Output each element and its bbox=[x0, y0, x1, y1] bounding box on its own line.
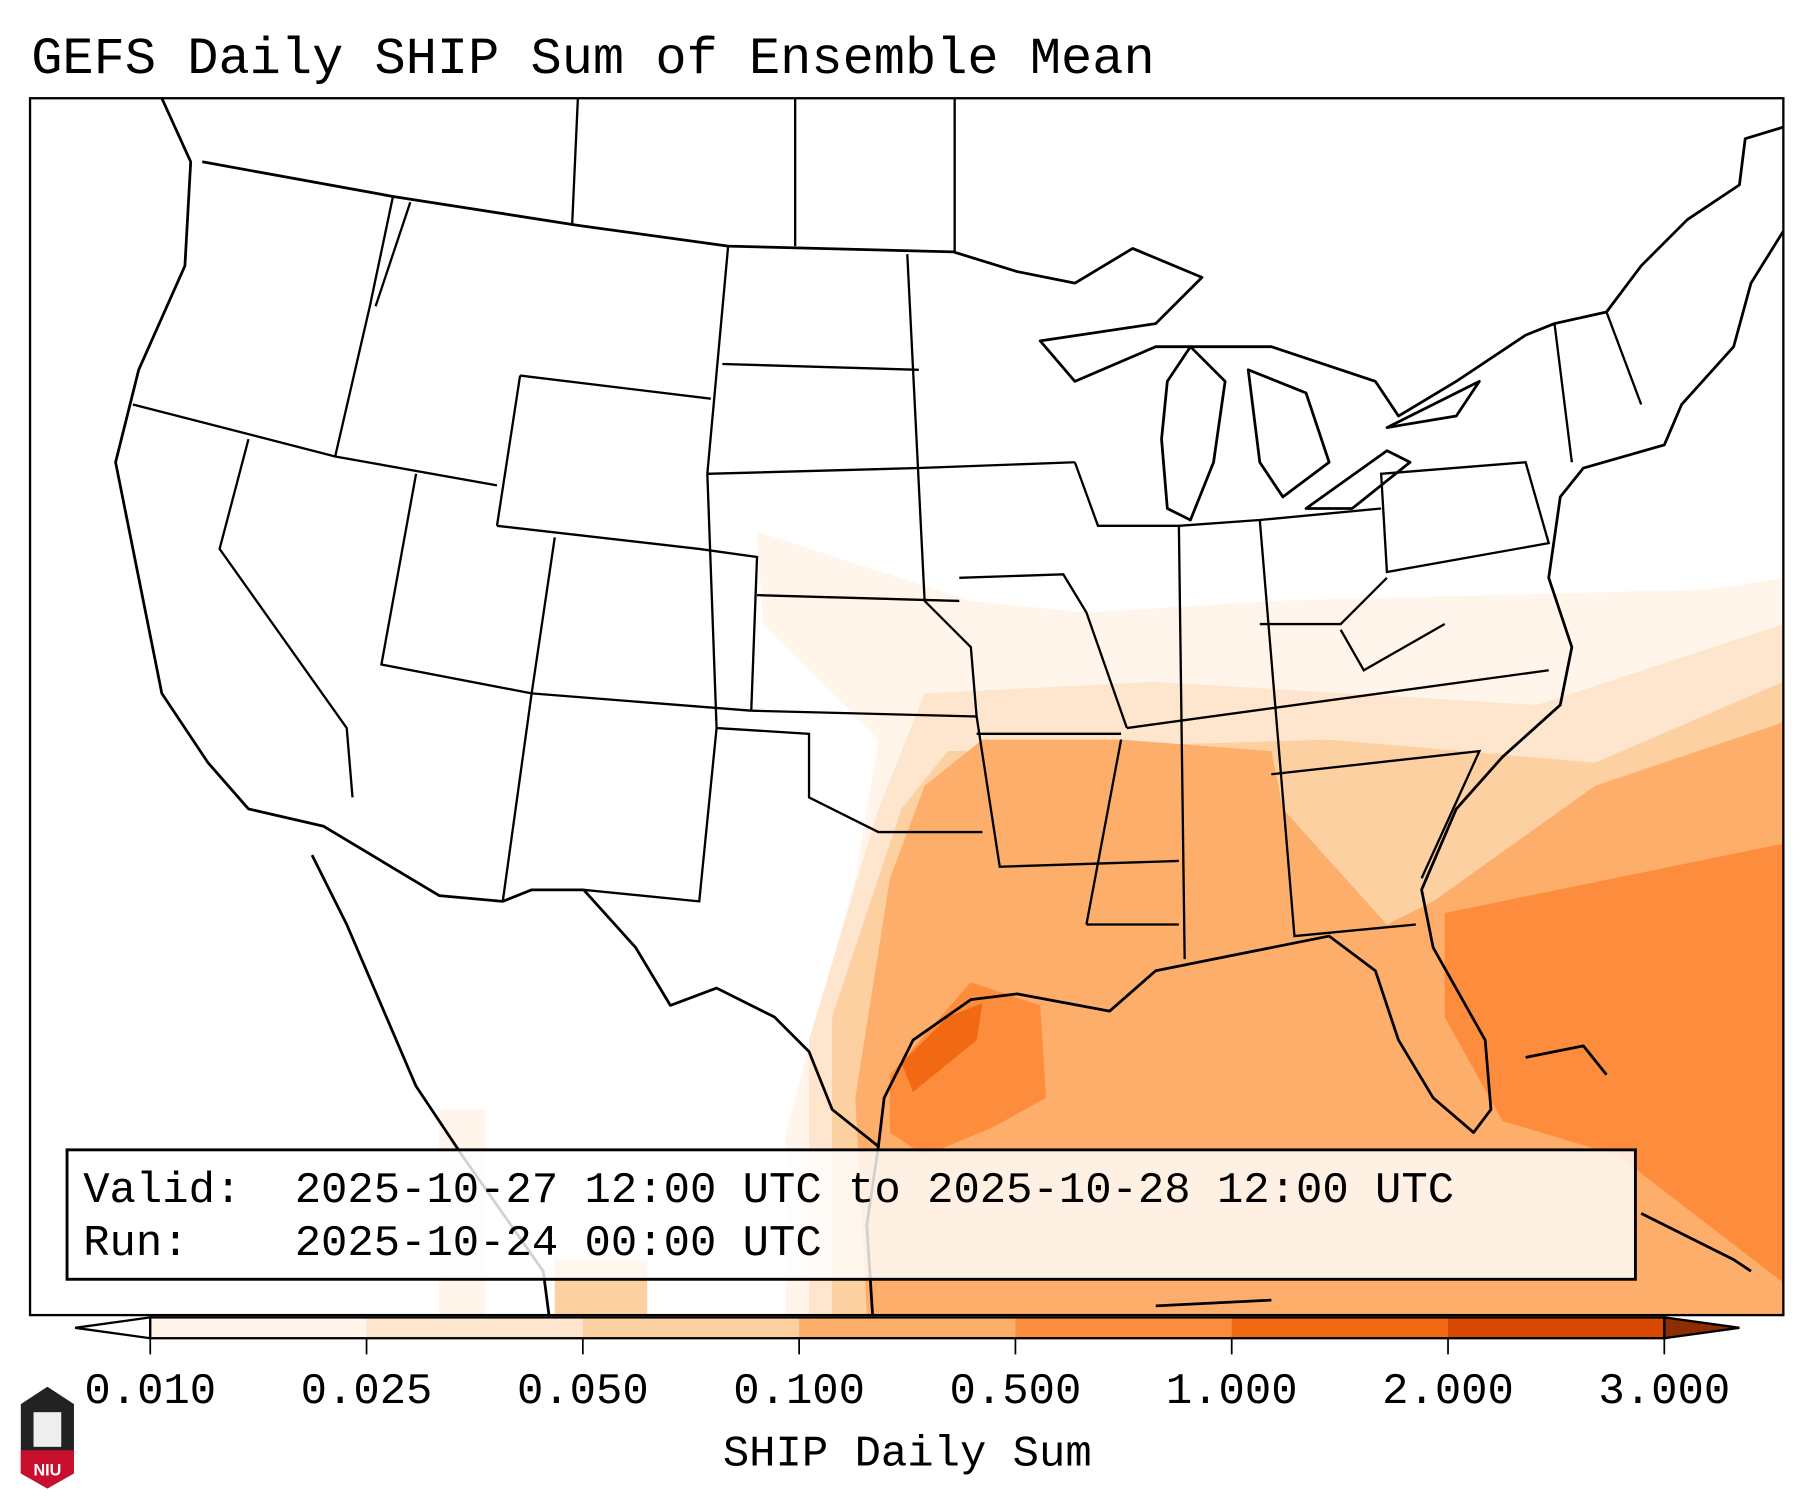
great-lakes bbox=[1160, 345, 1481, 522]
map-panel bbox=[28, 97, 1785, 1317]
valid-value: 2025-10-27 12:00 UTC to 2025-10-28 12:00… bbox=[295, 1166, 1454, 1216]
colorbar-tick-label: 3.000 bbox=[1598, 1367, 1730, 1417]
colorbar-segment bbox=[1448, 1317, 1665, 1339]
canada-border bbox=[202, 125, 1784, 418]
valid-label: Valid: bbox=[83, 1166, 241, 1216]
colorbar-segment bbox=[1231, 1317, 1449, 1339]
niu-logo-text: NIU bbox=[33, 1462, 61, 1480]
colorbar-tick-label: 2.000 bbox=[1382, 1367, 1514, 1417]
coastline-and-borders bbox=[114, 98, 1784, 1148]
colorbar-segment bbox=[366, 1317, 584, 1339]
shade-atlantic-offshore bbox=[1444, 843, 1784, 1283]
colorbar-tick-label: 0.050 bbox=[517, 1367, 649, 1417]
colorbar-tick-label: 0.010 bbox=[84, 1367, 216, 1417]
info-box: Valid: 2025-10-27 12:00 UTC to 2025-10-2… bbox=[65, 1148, 1637, 1281]
colorbar-segment bbox=[582, 1317, 800, 1339]
niu-logo: NIU bbox=[20, 1386, 74, 1489]
colorbar-label: SHIP Daily Sum bbox=[723, 1429, 1092, 1479]
state-lines bbox=[132, 98, 1643, 960]
colorbar-frame bbox=[149, 1316, 1666, 1340]
shade-upper-texas-coast bbox=[901, 1003, 983, 1093]
colorbar-tick-label: 0.025 bbox=[301, 1367, 433, 1417]
run-value: 2025-10-24 00:00 UTC bbox=[295, 1219, 822, 1269]
figure-title: GEFS Daily SHIP Sum of Ensemble Mean bbox=[31, 30, 1154, 89]
colorbar-segment bbox=[799, 1317, 1017, 1339]
colorbar: 0.010 0.025 0.050 0.100 0.500 1.000 2.000 3.000 bbox=[74, 1316, 1740, 1417]
map-frame bbox=[28, 97, 1785, 1317]
colorbar-tick-label: 0.100 bbox=[733, 1367, 865, 1417]
colorbar-over-arrow bbox=[1663, 1316, 1740, 1340]
colorbar-tick-label: 0.500 bbox=[950, 1367, 1082, 1417]
colorbar-segment bbox=[150, 1317, 368, 1339]
shade-western-gulf bbox=[889, 982, 1046, 1156]
run-label: Run: bbox=[83, 1219, 188, 1269]
colorbar-tick-label: 1.000 bbox=[1166, 1367, 1298, 1417]
colorbar-under-arrow bbox=[74, 1316, 152, 1340]
colorbar-segment bbox=[1015, 1317, 1233, 1339]
